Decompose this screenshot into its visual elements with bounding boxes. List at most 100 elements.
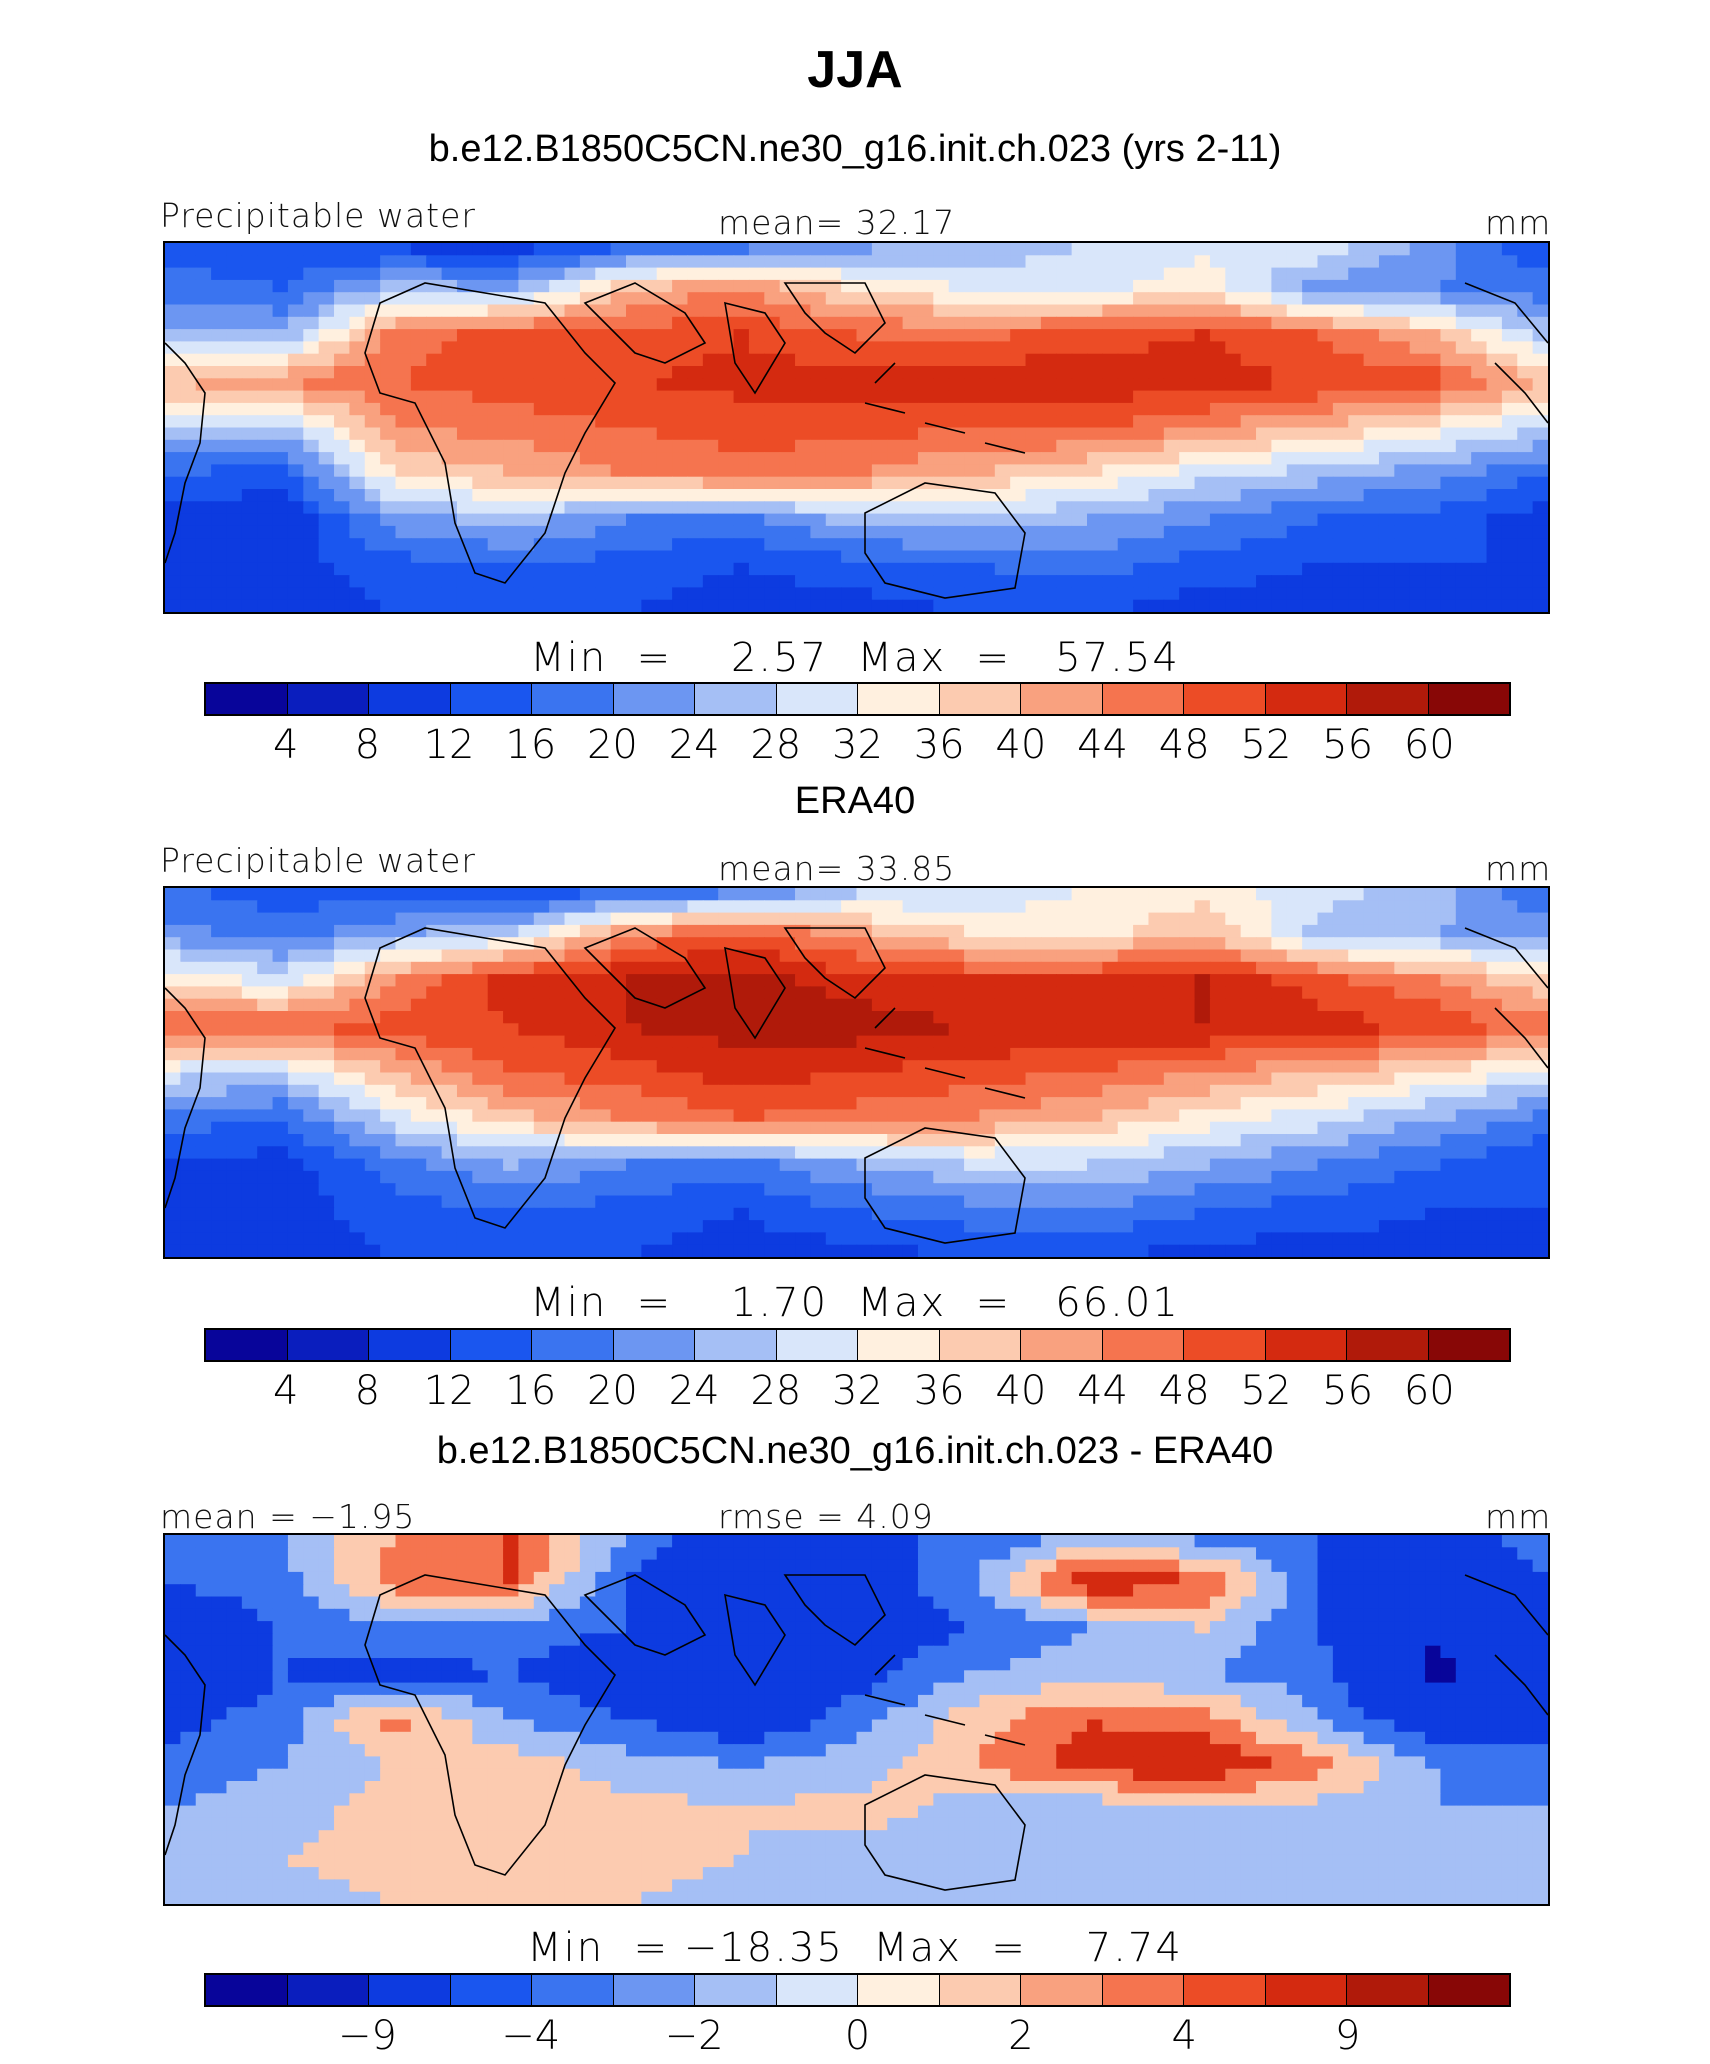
field-cell [1317,1011,1334,1024]
field-cell [871,1170,888,1184]
field-cell [610,402,627,416]
field-cell [733,1047,750,1061]
field-cell [211,949,228,963]
field-cell [257,341,274,355]
field-cell [349,329,366,342]
field-cell [933,489,950,502]
field-cell [533,599,550,612]
field-cell [195,1109,212,1123]
field-cell [1440,489,1457,502]
field-cell [165,900,181,914]
field-cell [1378,1084,1395,1098]
field-cell [1471,525,1488,539]
field-cell [364,329,381,342]
field-cell [1040,1011,1057,1024]
field-cell [810,888,827,901]
field-cell [533,341,550,355]
field-cell [441,1146,458,1160]
field-cell [410,888,427,901]
field-cell [180,912,197,926]
colorbar-tick-label: 60 [1403,722,1455,768]
field-cell [1409,562,1426,576]
field-cell [380,538,397,552]
field-cell [380,1146,397,1160]
field-cell [410,1011,427,1024]
field-cell [672,452,689,465]
field-cell [165,427,181,441]
field-cell [948,341,965,355]
field-cell [1302,575,1319,588]
field-cell [410,1097,427,1110]
field-cell [610,439,627,453]
field-cell [195,1072,212,1086]
field-cell [1256,476,1272,490]
field-cell [487,279,504,293]
field-cell [1394,292,1411,306]
field-cell [303,1183,320,1197]
field-cell [1532,390,1548,404]
field-cell [1363,1084,1380,1098]
field-cell [503,329,520,342]
field-cell [441,501,458,515]
field-cell [979,452,996,465]
coastline-outline [1464,282,1548,424]
field-cell [1240,1146,1257,1160]
field-cell [718,1170,735,1184]
field-cell [1302,427,1319,441]
field-cell [1409,292,1426,306]
field-cell [1087,415,1103,429]
field-cell [1056,329,1073,342]
field-cell [1378,562,1395,576]
field-cell [195,1097,212,1110]
field-cell [1440,476,1457,490]
field-cell [917,304,934,318]
field-cell [272,949,289,963]
field-cell [610,292,627,306]
field-cell [841,1158,858,1172]
field-cell [487,476,504,490]
field-cell [641,1158,658,1172]
field-cell [1271,1158,1288,1172]
field-cell [410,476,427,490]
field-cell [1256,1109,1272,1123]
field-cell [764,267,781,281]
field-cell [1317,476,1334,490]
field-cell [856,575,873,588]
field-cell [948,390,965,404]
field-cell [1501,1084,1518,1098]
field-cell [917,513,934,527]
field-cell [257,464,274,478]
field-cell [1194,464,1211,478]
field-cell [702,575,719,588]
field-cell [1102,464,1119,478]
field-cell [1425,341,1442,355]
field-cell [487,390,504,404]
field-cell [1363,1121,1380,1135]
field-cell [1010,353,1027,367]
field-cell [257,998,274,1012]
field-cell [887,562,904,576]
field-cell [1117,974,1134,987]
field-cell [964,575,981,588]
field-cell [933,1158,950,1172]
field-cell [456,900,473,914]
field-cell [856,329,873,342]
field-cell [626,255,642,269]
field-cell [195,550,212,564]
field-cell [1394,329,1411,342]
field-cell [841,1146,858,1160]
field-cell [549,415,566,429]
field-cell [1010,575,1027,588]
field-cell [810,378,827,392]
field-cell [1025,513,1042,527]
field-cell [272,912,289,926]
field-cell [1102,489,1119,502]
field-cell [687,489,704,502]
field-cell [487,1072,504,1086]
field-cell [1240,292,1257,306]
field-cell [672,464,689,478]
field-cell [211,924,228,938]
field-cell [841,292,858,306]
field-cell [1194,550,1211,564]
field-cell [1332,550,1349,564]
